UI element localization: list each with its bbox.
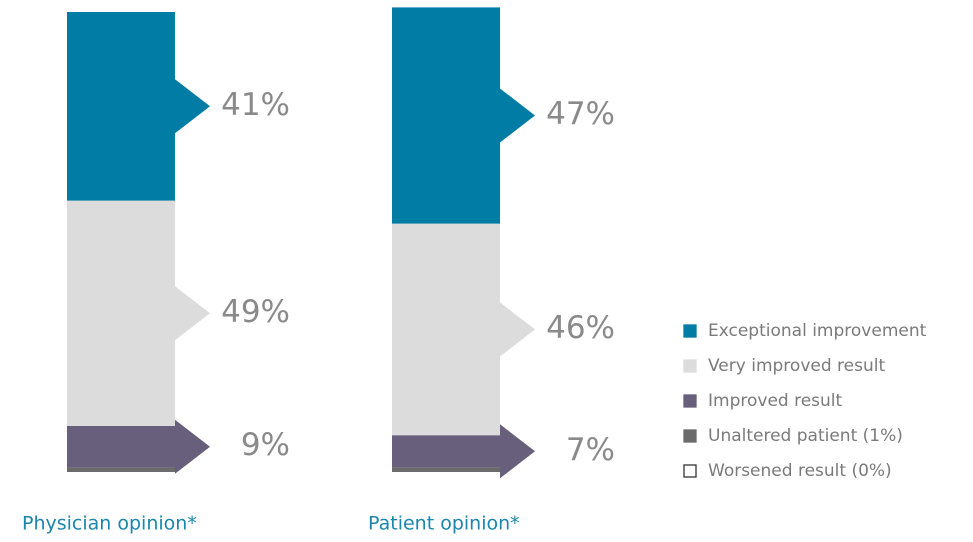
legend-swatch bbox=[683, 359, 697, 373]
label-pointer bbox=[175, 79, 210, 134]
bar-segment bbox=[67, 200, 175, 426]
category-label: Patient opinion* bbox=[368, 513, 520, 535]
bar-segment bbox=[392, 7, 500, 224]
legend-label: Worsened result (0%) bbox=[708, 461, 892, 481]
bar-segment bbox=[392, 467, 500, 472]
value-label: 46% bbox=[546, 310, 615, 346]
bar-segment bbox=[392, 223, 500, 436]
legend-label: Unaltered patient (1%) bbox=[708, 426, 903, 446]
legend-swatch bbox=[683, 464, 697, 478]
legend-label: Improved result bbox=[708, 391, 843, 411]
legend-swatch bbox=[683, 324, 697, 338]
bar-segment bbox=[67, 467, 175, 472]
value-label: 9% bbox=[241, 427, 290, 463]
value-label: 49% bbox=[221, 294, 290, 330]
label-pointer bbox=[175, 286, 210, 341]
legend-label: Very improved result bbox=[708, 356, 885, 376]
value-label: 47% bbox=[546, 96, 615, 132]
bar-segment bbox=[67, 12, 175, 201]
bar-segment bbox=[67, 426, 175, 468]
bar-segment bbox=[392, 435, 500, 468]
label-pointer bbox=[500, 88, 535, 143]
label-pointer bbox=[175, 419, 210, 474]
label-pointer bbox=[500, 302, 535, 357]
legend-label: Exceptional improvement bbox=[708, 321, 927, 341]
value-label: 41% bbox=[221, 87, 290, 123]
category-label: Physician opinion* bbox=[22, 513, 197, 535]
legend-swatch bbox=[683, 394, 697, 408]
legend-swatch bbox=[683, 429, 697, 443]
label-pointer bbox=[500, 424, 535, 479]
value-label: 7% bbox=[566, 432, 615, 468]
